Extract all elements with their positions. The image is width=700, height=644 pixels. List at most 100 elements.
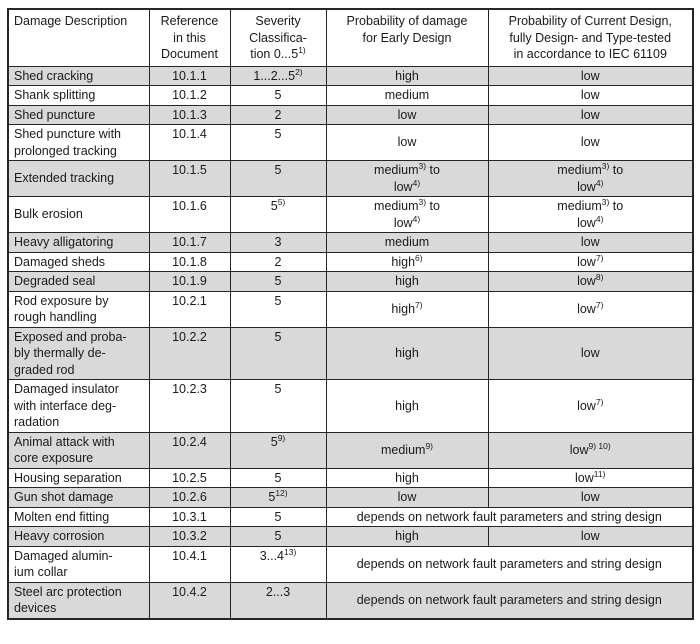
cell-current: low [487, 85, 694, 106]
footnote-marker: 11) [593, 468, 606, 479]
column-header-reference: Reference in this Document [148, 8, 231, 67]
cell-damage: Degraded seal [7, 271, 150, 292]
cell-early: high6) [325, 251, 489, 272]
cell-damage: Shed cracking [7, 65, 150, 86]
cell-early: low [325, 104, 489, 125]
footnote-marker: 3) [601, 160, 610, 171]
cell-reference: 10.1.4 [148, 124, 231, 161]
cell-reference: 10.2.2 [148, 326, 231, 380]
column-header-early: Probability of damage for Early Design [325, 8, 489, 67]
footnote-marker: 3) [418, 160, 427, 171]
cell-damage: Steel arc protection devices [7, 581, 150, 619]
footnote-marker: 13) [284, 546, 297, 557]
cell-current: low [487, 124, 694, 161]
footnote-marker: 7) [595, 252, 604, 263]
cell-current: low8) [487, 271, 694, 292]
cell-early: medium3) to low4) [325, 196, 489, 233]
header-row: Damage Description Reference in this Docu… [7, 8, 694, 67]
cell-current: low7) [487, 290, 694, 328]
document-page: Damage Description Reference in this Docu… [7, 8, 694, 620]
cell-current: low [487, 326, 694, 380]
table-row: Degraded seal 10.1.9 5 high low8) [7, 271, 694, 292]
table-row: Gun shot damage 10.2.6 512) low low [7, 487, 694, 508]
footnote-marker: 9) [277, 432, 286, 443]
cell-early: low [325, 487, 489, 508]
cell-current: low11) [487, 467, 694, 488]
cell-early: low [325, 124, 489, 161]
table-row: Extended tracking 10.1.5 5 medium3) to low4… [7, 160, 694, 197]
cell-reference: 10.3.2 [148, 526, 231, 547]
footnote-marker: 3) [418, 196, 427, 207]
cell-reference: 10.1.1 [148, 65, 231, 86]
table-row: Shed puncture 10.1.3 2 low low [7, 104, 694, 125]
cell-severity: 5 [229, 85, 327, 106]
table-row: Steel arc protection devices 10.4.2 2...3 d… [7, 581, 694, 619]
table-body: Shed cracking 10.1.1 1...2...52) high low Sha… [7, 65, 694, 619]
cell-damage: Rod exposure by rough handling [7, 290, 150, 328]
cell-severity: 2 [229, 104, 327, 125]
cell-damage: Shank splitting [7, 85, 150, 106]
cell-early: medium [325, 232, 489, 253]
table-row: Shed puncture with prolonged tracking 10.… [7, 124, 694, 161]
cell-early: high [325, 271, 489, 292]
cell-early: high [325, 379, 489, 433]
table-row: Molten end fitting 10.3.1 5 depends on netw… [7, 506, 694, 527]
table-row: Rod exposure by rough handling 10.2.1 5 hig… [7, 290, 694, 328]
cell-damage: Shed puncture [7, 104, 150, 125]
cell-reference: 10.2.6 [148, 487, 231, 508]
cell-reference: 10.1.6 [148, 196, 231, 233]
cell-current: medium3) to low4) [487, 196, 694, 233]
footnote-marker: 4) [412, 177, 421, 188]
cell-reference: 10.4.1 [148, 545, 231, 583]
cell-severity: 2...3 [229, 581, 327, 619]
cell-severity: 2 [229, 251, 327, 272]
cell-current: low [487, 232, 694, 253]
table-row: Shank splitting 10.1.2 5 medium low [7, 85, 694, 106]
table-row: Heavy alligatoring 10.1.7 3 medium low [7, 232, 694, 253]
table-row: Animal attack with core exposure 10.2.4 59… [7, 431, 694, 469]
footnote-marker: 7) [595, 299, 604, 310]
cell-reference: 10.1.9 [148, 271, 231, 292]
cell-early: high [325, 326, 489, 380]
cell-severity: 5 [229, 124, 327, 161]
table-row: Damaged insulator with interface deg- ra… [7, 379, 694, 433]
footnote-marker: 4) [595, 177, 604, 188]
damage-assessment-table: Damage Description Reference in this Docu… [7, 8, 694, 620]
cell-merged: depends on network fault parameters and … [325, 545, 694, 583]
column-header-current: Probability of Current Design, fully Des… [487, 8, 694, 67]
cell-severity: 55) [229, 196, 327, 233]
cell-current: low [487, 65, 694, 86]
cell-reference: 10.4.2 [148, 581, 231, 619]
cell-early: medium3) to low4) [325, 160, 489, 197]
cell-severity: 5 [229, 526, 327, 547]
table-row: Exposed and proba- bly thermally de- gra… [7, 326, 694, 380]
cell-reference: 10.3.1 [148, 506, 231, 527]
cell-reference: 10.1.7 [148, 232, 231, 253]
cell-damage: Damaged insulator with interface deg- ra… [7, 379, 150, 433]
footnote-marker: 6) [415, 252, 423, 263]
cell-severity: 5 [229, 271, 327, 292]
footnote-marker: 4) [412, 213, 421, 224]
cell-early: high [325, 65, 489, 86]
cell-damage: Damaged sheds [7, 251, 150, 272]
cell-damage: Extended tracking [7, 160, 150, 197]
footnote-marker: 2) [295, 66, 303, 77]
table-header: Damage Description Reference in this Docu… [7, 8, 694, 67]
cell-current: low7) [487, 251, 694, 272]
cell-reference: 10.1.3 [148, 104, 231, 125]
cell-current: low [487, 487, 694, 508]
cell-early: high7) [325, 290, 489, 328]
cell-damage: Gun shot damage [7, 487, 150, 508]
footnote-marker: 7) [415, 299, 423, 310]
table-row: Damaged alumin- ium collar 10.4.1 3...413)… [7, 545, 694, 583]
cell-merged: depends on network fault parameters and … [325, 506, 694, 527]
cell-severity: 3 [229, 232, 327, 253]
cell-current: medium3) to low4) [487, 160, 694, 197]
cell-reference: 10.2.5 [148, 467, 231, 488]
cell-damage: Housing separation [7, 467, 150, 488]
cell-severity: 5 [229, 506, 327, 527]
cell-early: medium [325, 85, 489, 106]
cell-reference: 10.1.8 [148, 251, 231, 272]
cell-damage: Bulk erosion [7, 196, 150, 233]
table-row: Housing separation 10.2.5 5 high low11) [7, 467, 694, 488]
